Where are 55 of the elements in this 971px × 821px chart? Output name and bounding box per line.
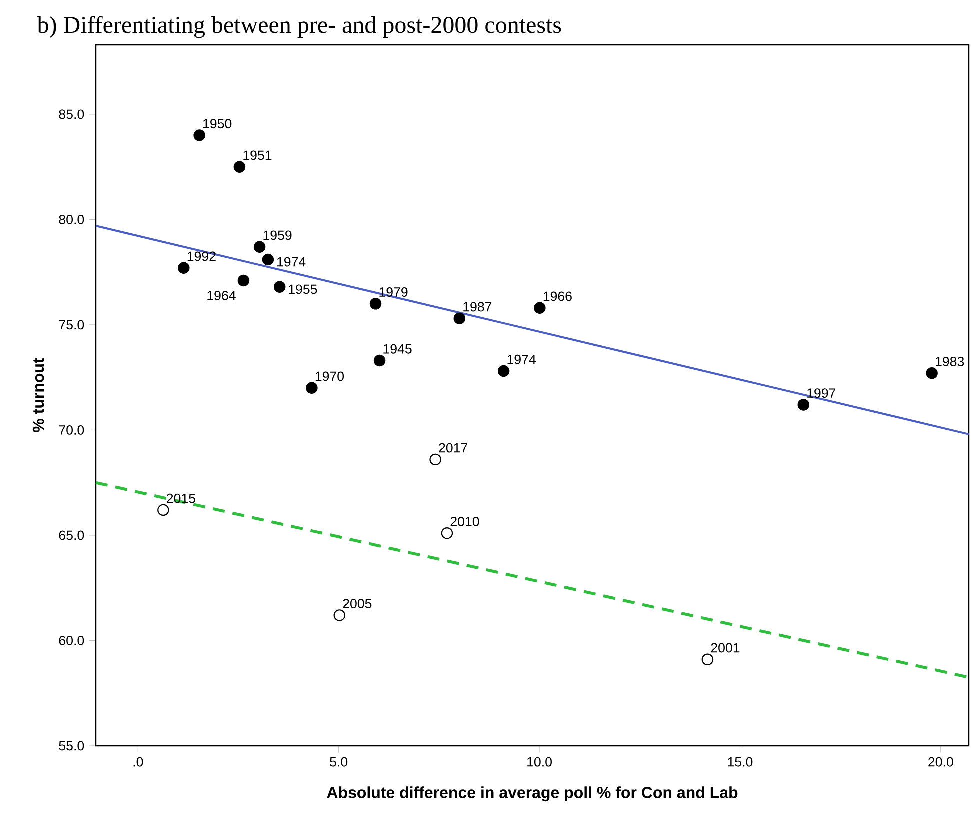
- y-tick-label: 65.0: [59, 530, 84, 540]
- y-tick-label: 80.0: [59, 214, 84, 224]
- annotation: 1951: [244, 150, 272, 160]
- annotation: 1959: [264, 230, 292, 240]
- point: [262, 254, 274, 266]
- annotation: 2017: [439, 443, 468, 453]
- point: [238, 274, 250, 287]
- y-tick-label: 75.0: [59, 320, 84, 330]
- point: [498, 365, 510, 378]
- point: [178, 262, 190, 274]
- chart-title: b) Differentiating between pre- and post-2000 contests: [37, 16, 562, 38]
- point: [234, 161, 246, 173]
- point: [926, 368, 938, 380]
- annotation: 1997: [808, 388, 836, 398]
- y-axis-title: % turnout: [32, 358, 44, 432]
- annotation: 1974: [508, 354, 536, 364]
- annotation: 1992: [188, 252, 216, 262]
- annotation: 1945: [384, 344, 412, 354]
- x-tick-label: 5.0: [330, 757, 348, 767]
- point: [441, 528, 454, 540]
- point: [370, 298, 382, 310]
- annotation: 1964: [208, 291, 236, 300]
- point: [798, 399, 810, 411]
- annotation: 2005: [343, 599, 372, 609]
- point: [454, 312, 466, 325]
- annotation: 1950: [204, 119, 232, 129]
- point: [158, 504, 170, 516]
- annotation: 2001: [711, 643, 740, 653]
- annotation: 1966: [544, 292, 572, 302]
- point: [254, 241, 266, 253]
- point: [306, 382, 318, 394]
- annotation: 2010: [450, 517, 480, 526]
- point: [374, 354, 386, 367]
- x-tick-label: 10.0: [528, 757, 552, 767]
- annotation: 1979: [380, 288, 408, 297]
- annotation: 1970: [316, 372, 344, 382]
- annotation: 1974: [277, 257, 306, 267]
- point: [534, 302, 546, 314]
- x-axis-title: Absolute difference in average poll % for Con and Lab: [327, 786, 738, 802]
- annotation: 1955: [289, 284, 318, 294]
- y-tick-label: 60.0: [59, 636, 84, 646]
- y-tick-label: 70.0: [59, 426, 84, 435]
- y-tick-label: 85.0: [59, 110, 84, 120]
- annotation: 1983: [936, 357, 964, 366]
- y-tick-label: 55.0: [59, 741, 84, 751]
- annotation: 1987: [464, 302, 492, 312]
- point: [334, 610, 346, 622]
- x-tick-label: .0: [134, 757, 144, 767]
- x-tick-label: 20.0: [928, 757, 954, 767]
- x-tick-label: 15.0: [728, 757, 753, 767]
- point: [194, 130, 206, 142]
- point: [702, 654, 714, 666]
- point: [430, 454, 442, 466]
- annotation: 2015: [167, 494, 196, 504]
- point: [274, 281, 286, 293]
